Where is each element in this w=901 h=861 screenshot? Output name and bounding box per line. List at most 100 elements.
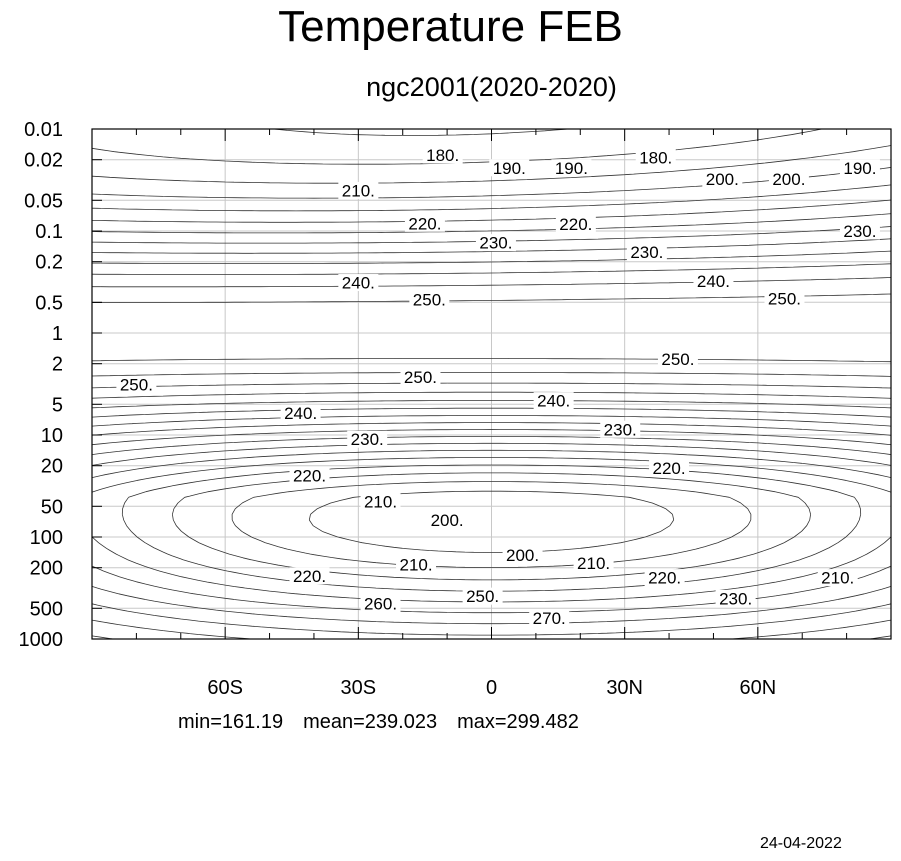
contour-line	[91, 167, 892, 636]
contour-label-bg	[280, 404, 321, 422]
chart-title: Temperature FEB	[278, 2, 623, 51]
chart-subtitle: ngc2001(2020-2020)	[366, 72, 617, 102]
y-tick-label: 100	[30, 527, 63, 549]
contour-label: 230.	[479, 234, 512, 253]
date-stamp: 24-04-2022	[760, 835, 842, 852]
contour-label-bg	[533, 392, 574, 410]
contour-label-bg	[427, 511, 468, 529]
contour-line	[91, 238, 892, 409]
contour-label: 250.	[404, 368, 437, 387]
contour-label: 250.	[120, 376, 153, 395]
y-tick-label: 0.2	[35, 252, 63, 274]
contour-label: 270.	[533, 609, 566, 628]
contour-label: 250.	[466, 587, 499, 606]
contour-label-bg	[600, 420, 641, 438]
contour-label-bg	[360, 493, 401, 511]
contour-label: 230.	[630, 243, 663, 262]
contour-label: 220.	[408, 214, 441, 233]
contour-label-bg	[396, 555, 437, 573]
contour-label: 260.	[364, 595, 397, 614]
contour-label-bg	[644, 569, 685, 587]
y-tick-label: 0.5	[35, 292, 63, 314]
contour-label-bg	[764, 290, 805, 308]
x-tick-label: 60S	[207, 677, 243, 699]
contour-label-bg	[702, 170, 743, 188]
contour-label-bg	[573, 554, 614, 572]
contour-label-bg	[715, 589, 756, 607]
grid-lines	[92, 128, 891, 640]
contour-label: 230.	[843, 222, 876, 241]
stat-max: max=299.482	[457, 711, 579, 733]
contour-label: 200.	[431, 511, 464, 530]
y-tick-label: 0.02	[24, 150, 63, 172]
contour-label-bg	[768, 170, 809, 188]
contour-label-bg	[551, 159, 592, 177]
contour-label-bg	[502, 546, 543, 564]
contour-label-bg	[626, 243, 667, 261]
contour-label: 230.	[604, 420, 637, 439]
contour-label-bg	[338, 181, 379, 199]
contour-label: 240.	[342, 274, 375, 293]
contour-line	[91, 184, 892, 640]
contour-label-bg	[338, 274, 379, 292]
contour-label: 190.	[555, 159, 588, 178]
contour-label: 190.	[843, 159, 876, 178]
x-tick-labels: 60S 30S 0 30N 60N	[207, 677, 776, 699]
contour-label: 230.	[719, 589, 752, 608]
axis-ticks	[92, 128, 848, 640]
contour-line	[91, 145, 892, 625]
contour-label-bg	[475, 234, 516, 252]
contour-label: 200.	[772, 170, 805, 189]
contour-label: 220.	[293, 567, 326, 586]
y-tick-label: 200	[30, 558, 63, 580]
contour-label: 210.	[577, 554, 610, 573]
contour-line	[91, 250, 892, 399]
contour-labels: 180. 190. 190. 180. 200. 200. 190. 210. 220. 220.…	[116, 146, 880, 628]
contour-label: 220.	[648, 569, 681, 588]
x-tick-label: 30N	[606, 677, 643, 699]
contour-label: 210.	[399, 555, 432, 574]
y-tick-label: 0.05	[24, 190, 63, 212]
contour-label-bg	[462, 587, 503, 605]
statistics-line: min=161.19 mean=239.023 max=299.482	[178, 711, 599, 734]
contour-label-bg	[657, 350, 698, 368]
contour-label: 210.	[364, 493, 397, 512]
contour-label: 240.	[537, 392, 570, 411]
x-tick-label: 0	[486, 677, 497, 699]
contour-label: 200.	[506, 546, 539, 565]
contour-label-bg	[409, 291, 450, 309]
contour-label: 240.	[284, 404, 317, 423]
y-tick-label: 5	[52, 394, 63, 416]
contour-label: 230.	[351, 430, 384, 449]
contour-label: 190.	[493, 159, 526, 178]
contour-label-bg	[839, 222, 880, 240]
contour-label-bg	[360, 595, 401, 613]
contour-label: 210.	[821, 569, 854, 588]
contour-label-bg	[289, 567, 330, 585]
y-tick-label: 1000	[19, 629, 64, 651]
contour-label-bg	[347, 430, 388, 448]
contour-label: 250.	[661, 350, 694, 369]
contour-label: 220.	[293, 467, 326, 486]
contour-label: 180.	[639, 148, 672, 167]
contour-label-bg	[422, 146, 463, 164]
contour-label: 240.	[697, 272, 730, 291]
contour-label: 220.	[559, 215, 592, 234]
contour-label: 180.	[426, 146, 459, 165]
contour-label-bg	[289, 467, 330, 485]
contour-line	[91, 263, 892, 389]
contour-plot: 180. 190. 190. 180. 200. 200. 190. 210. 220. 220.…	[19, 119, 892, 699]
contour-line	[91, 199, 892, 640]
contour-label-bg	[839, 159, 880, 177]
contour-label: 200.	[706, 170, 739, 189]
contour-label-bg	[817, 569, 858, 587]
y-tick-label: 0.01	[24, 119, 63, 141]
y-tick-label: 0.1	[35, 221, 63, 243]
y-tick-labels: 0.01 0.02 0.05 0.1 0.2 0.5 1 2 5 10 20 50 100 200 500 1…	[19, 119, 64, 651]
stat-min: min=161.19	[178, 711, 284, 733]
contour-label-bg	[529, 609, 570, 627]
contour-label-bg	[404, 214, 445, 232]
y-tick-label: 10	[41, 425, 63, 447]
y-tick-label: 50	[41, 496, 63, 518]
contour-line	[91, 213, 892, 427]
